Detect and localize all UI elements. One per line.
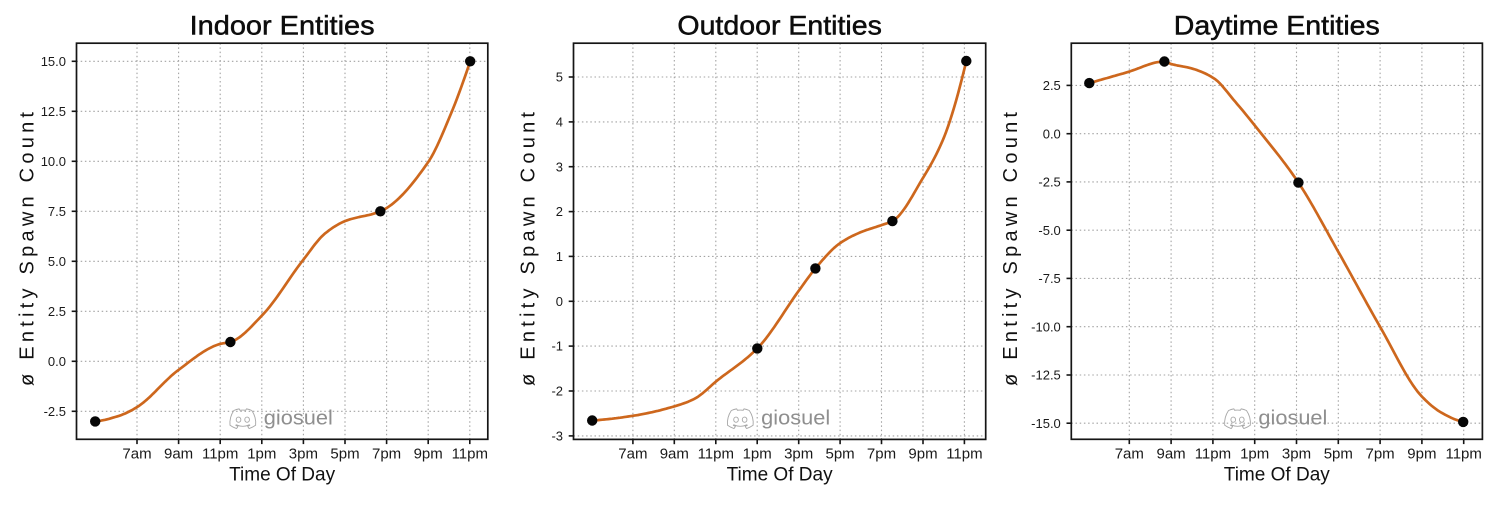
svg-text:5.0: 5.0 — [48, 254, 66, 269]
svg-text:1pm: 1pm — [743, 446, 772, 463]
svg-text:Indoor Entities: Indoor Entities — [190, 11, 375, 41]
svg-text:-15.0: -15.0 — [1031, 416, 1061, 431]
svg-text:Time Of Day: Time Of Day — [229, 465, 335, 486]
svg-text:3pm: 3pm — [1282, 446, 1311, 463]
svg-text:5pm: 5pm — [1324, 446, 1353, 463]
svg-text:5pm: 5pm — [826, 446, 855, 463]
svg-text:Time Of Day: Time Of Day — [727, 465, 833, 486]
svg-text:Outdoor Entities: Outdoor Entities — [677, 11, 882, 41]
svg-text:-3: -3 — [551, 429, 563, 444]
svg-text:2.5: 2.5 — [1043, 78, 1061, 93]
svg-text:10.0: 10.0 — [41, 154, 66, 169]
svg-text:giosuel: giosuel — [761, 408, 830, 430]
svg-text:-1: -1 — [551, 339, 563, 354]
svg-text:-2.5: -2.5 — [44, 404, 66, 419]
svg-text:9am: 9am — [1157, 446, 1186, 463]
svg-text:2: 2 — [556, 204, 563, 219]
svg-text:11pm: 11pm — [698, 446, 734, 463]
svg-text:0.0: 0.0 — [48, 354, 66, 369]
svg-text:giosuel: giosuel — [1258, 408, 1327, 430]
svg-text:7pm: 7pm — [1366, 446, 1395, 463]
svg-text:11pm: 11pm — [946, 446, 982, 463]
svg-text:5pm: 5pm — [330, 446, 359, 463]
svg-text:11pm: 11pm — [452, 446, 488, 463]
svg-text:giosuel: giosuel — [264, 408, 333, 430]
svg-text:9pm: 9pm — [414, 446, 443, 463]
svg-text:9am: 9am — [164, 446, 193, 463]
svg-text:Daytime Entities: Daytime Entities — [1174, 11, 1380, 41]
svg-text:7pm: 7pm — [867, 446, 896, 463]
svg-text:9pm: 9pm — [908, 446, 937, 463]
svg-text:-2: -2 — [551, 384, 563, 399]
svg-text:-5.0: -5.0 — [1038, 223, 1060, 238]
svg-text:ø Entity Spawn Count: ø Entity Spawn Count — [1000, 112, 1022, 386]
svg-text:15.0: 15.0 — [41, 54, 66, 69]
svg-text:-2.5: -2.5 — [1038, 175, 1060, 190]
svg-text:1pm: 1pm — [1240, 446, 1269, 463]
svg-text:4: 4 — [556, 115, 563, 130]
svg-text:3: 3 — [556, 159, 563, 174]
svg-text:11pm: 11pm — [1195, 446, 1231, 463]
svg-text:7am: 7am — [122, 446, 151, 463]
svg-text:7.5: 7.5 — [48, 204, 66, 219]
svg-text:1: 1 — [556, 249, 563, 264]
svg-text:-12.5: -12.5 — [1031, 368, 1061, 383]
svg-text:ø Entity Spawn Count: ø Entity Spawn Count — [17, 112, 39, 386]
svg-text:2.5: 2.5 — [48, 304, 66, 319]
svg-text:7am: 7am — [618, 446, 647, 463]
svg-text:9pm: 9pm — [1407, 446, 1436, 463]
svg-text:12.5: 12.5 — [41, 104, 66, 119]
svg-text:5: 5 — [556, 70, 563, 85]
svg-text:0: 0 — [556, 294, 563, 309]
svg-text:1pm: 1pm — [247, 446, 276, 463]
svg-text:7pm: 7pm — [372, 446, 401, 463]
svg-text:7am: 7am — [1115, 446, 1144, 463]
svg-text:9am: 9am — [660, 446, 689, 463]
svg-text:Time Of Day: Time Of Day — [1224, 465, 1330, 486]
svg-text:0.0: 0.0 — [1043, 126, 1061, 141]
svg-text:3pm: 3pm — [784, 446, 813, 463]
svg-text:ø Entity Spawn Count: ø Entity Spawn Count — [518, 112, 540, 386]
svg-text:-7.5: -7.5 — [1038, 271, 1060, 286]
svg-text:-10.0: -10.0 — [1031, 319, 1061, 334]
svg-text:11pm: 11pm — [202, 446, 238, 463]
svg-text:11pm: 11pm — [1445, 446, 1481, 463]
svg-text:3pm: 3pm — [289, 446, 318, 463]
